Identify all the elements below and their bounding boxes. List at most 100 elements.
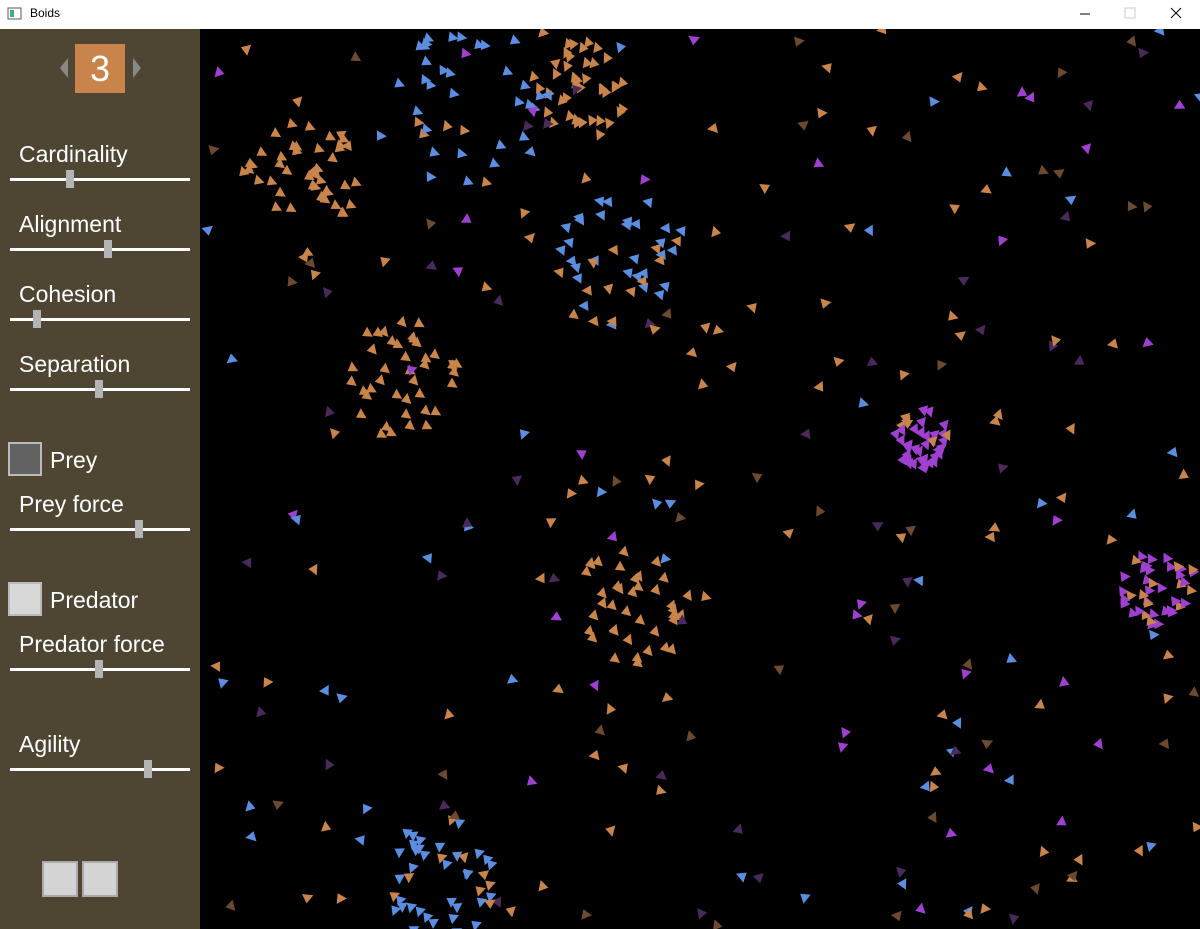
boid [564, 37, 575, 50]
slider-thumb[interactable] [95, 660, 103, 678]
boid [1133, 844, 1143, 857]
boid [941, 429, 951, 442]
boid [287, 117, 298, 128]
boid [927, 436, 938, 448]
slider-track[interactable] [10, 760, 190, 778]
boid [443, 119, 453, 132]
slider-track[interactable] [10, 170, 190, 188]
boid [487, 860, 498, 871]
maximize[interactable] [1124, 7, 1136, 19]
boid [523, 233, 535, 244]
boid [773, 665, 785, 676]
boid [325, 130, 336, 141]
slider-thumb[interactable] [104, 240, 112, 258]
boid [622, 633, 633, 646]
boid [1162, 649, 1175, 660]
boid [650, 555, 661, 567]
boid [977, 81, 988, 92]
boid [429, 348, 440, 359]
slider-thumb[interactable] [144, 760, 152, 778]
slider-track[interactable] [10, 240, 190, 258]
boid [502, 65, 514, 76]
checkbox[interactable] [8, 442, 42, 476]
boid [276, 150, 288, 161]
button[interactable] [42, 861, 78, 897]
boid [666, 599, 676, 612]
button[interactable] [82, 861, 118, 897]
boid [596, 129, 606, 141]
slider-thumb[interactable] [33, 310, 41, 328]
counter-next[interactable] [133, 58, 141, 78]
slider-thumb[interactable] [95, 380, 103, 398]
boid [1057, 67, 1068, 79]
boid [379, 362, 390, 374]
boid [1192, 821, 1200, 833]
boid [336, 693, 348, 704]
boid [336, 893, 347, 904]
boid [272, 800, 284, 810]
boid [593, 196, 605, 207]
boid [642, 644, 653, 657]
boid [566, 488, 578, 499]
boid [1168, 606, 1178, 618]
boid [570, 71, 581, 83]
boid [612, 80, 622, 93]
window-controls[interactable] [1060, 0, 1200, 29]
boid [386, 335, 398, 346]
slider-thumb[interactable] [66, 170, 74, 188]
boid [520, 79, 531, 90]
boid [481, 176, 493, 187]
boid [800, 893, 811, 904]
slider-track[interactable] [10, 310, 190, 328]
boid [1036, 497, 1048, 509]
boid [984, 531, 995, 543]
boid [1038, 164, 1049, 175]
counter-value[interactable]: 3 [75, 44, 125, 93]
boid [957, 276, 970, 286]
boid [889, 603, 901, 615]
boid [1188, 564, 1199, 575]
checkbox-label[interactable]: Predator [50, 587, 139, 613]
boid [493, 294, 504, 306]
slider-thumb[interactable] [135, 520, 143, 538]
boid [394, 848, 405, 859]
boid [461, 213, 472, 223]
boid [428, 918, 439, 929]
boid [448, 360, 459, 370]
boid [587, 315, 599, 327]
boid [529, 70, 540, 82]
boid [650, 583, 661, 596]
boid [1143, 201, 1153, 213]
slider-track[interactable] [10, 380, 190, 398]
boid [1145, 585, 1156, 596]
boid [1066, 870, 1078, 882]
boid [666, 643, 676, 655]
boid [347, 361, 359, 372]
boid [380, 257, 391, 268]
boid [1009, 913, 1020, 925]
close[interactable] [1170, 7, 1182, 19]
boid [391, 388, 403, 399]
boid [378, 325, 389, 337]
boid [1163, 552, 1174, 564]
boid [594, 724, 605, 736]
boid [446, 897, 457, 908]
counter-arrows[interactable] [0, 0, 200, 929]
checkbox[interactable] [8, 582, 42, 616]
boid [866, 125, 877, 137]
boid [866, 356, 879, 367]
boid [1126, 35, 1136, 47]
boid [458, 852, 469, 864]
slider-label: Predator force [19, 631, 165, 657]
checkbox-label[interactable]: Prey [50, 447, 98, 473]
slider-track[interactable] [10, 520, 190, 538]
boid [281, 164, 293, 175]
boid [408, 831, 419, 842]
slider-track[interactable] [10, 660, 190, 678]
title-bar: Boids [0, 0, 1200, 29]
counter-prev[interactable] [60, 58, 68, 78]
boid [685, 347, 697, 358]
boid [320, 820, 332, 832]
boid [962, 658, 973, 670]
boid [571, 273, 582, 284]
